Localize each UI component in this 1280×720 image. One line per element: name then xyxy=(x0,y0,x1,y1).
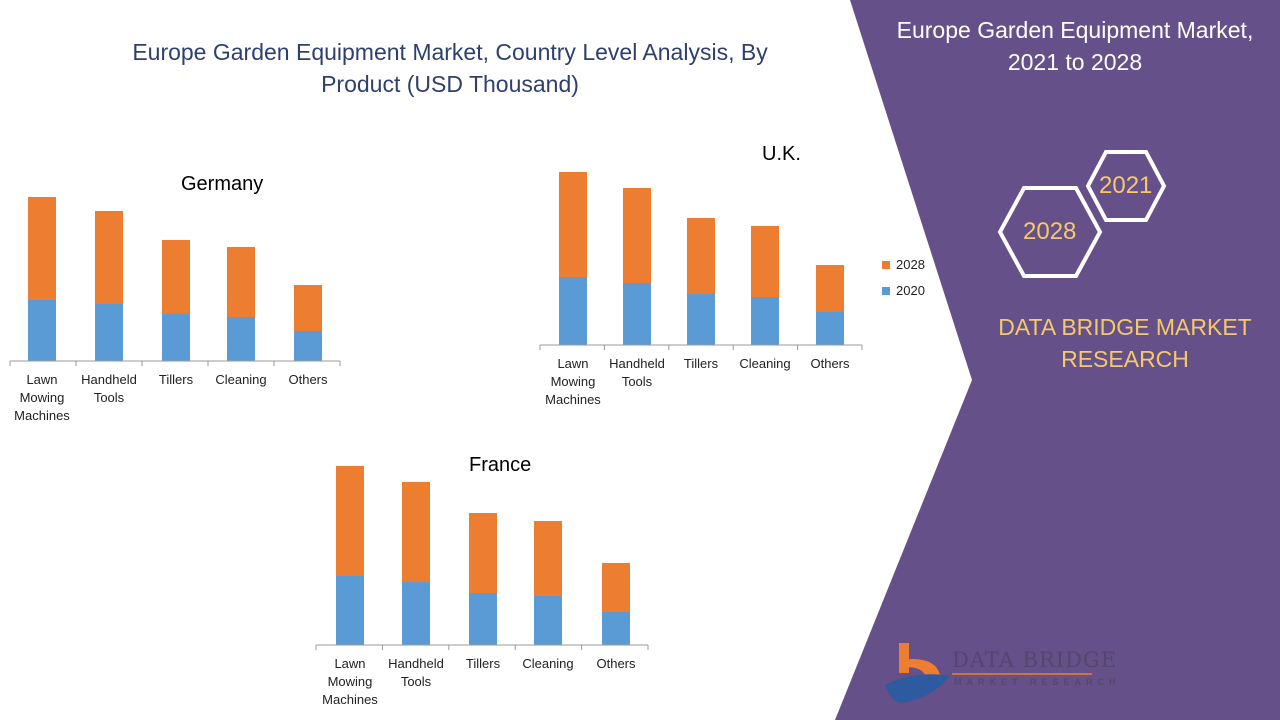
logo-text: DATA BRIDGE xyxy=(952,648,1118,672)
hex-year-2028: 2028 xyxy=(1023,218,1077,245)
bar-2028-tillers xyxy=(162,240,190,314)
legend-item-2020: 2020 xyxy=(882,283,925,298)
bar-2020-cleaning xyxy=(751,297,779,345)
legend-item-2028: 2028 xyxy=(882,257,925,272)
x-tick-label: Handheld Tools xyxy=(81,372,137,405)
legend-swatch-2020 xyxy=(882,286,890,295)
bar-2020-lawn-mowing-machines xyxy=(559,277,587,345)
legend-label: 2020 xyxy=(896,283,925,298)
bar-2028-handheld-tools xyxy=(95,211,123,304)
x-tick-label: Lawn Mowing Machines xyxy=(14,372,70,423)
bar-2020-handheld-tools xyxy=(402,582,430,645)
bar-2028-others xyxy=(602,563,630,612)
hexagon-2021 xyxy=(1085,150,1167,222)
x-tick-label: Handheld Tools xyxy=(388,656,444,689)
bar-2028-cleaning xyxy=(534,521,562,596)
chart-title-france: France xyxy=(469,454,532,476)
x-tick-label: Lawn Mowing Machines xyxy=(545,356,601,407)
side-panel-title: Europe Garden Equipment Market, 2021 to … xyxy=(896,17,1254,75)
x-tick-label: Tillers xyxy=(158,372,194,387)
legend-label: 2028 xyxy=(896,257,925,272)
bar-2020-tillers xyxy=(687,294,715,345)
bar-2020-lawn-mowing-machines xyxy=(336,576,364,645)
bar-2020-others xyxy=(602,612,630,645)
bar-2020-others xyxy=(816,312,844,345)
x-tick-label: Cleaning xyxy=(215,372,267,387)
brand-name: DATA BRIDGE MARKET RESEARCH xyxy=(998,314,1252,372)
x-tick-label: Others xyxy=(288,372,328,387)
chart-title-uk: U.K. xyxy=(762,143,801,165)
side-panel xyxy=(835,0,1280,720)
bar-2020-lawn-mowing-machines xyxy=(28,300,56,361)
bar-2020-cleaning xyxy=(227,317,255,361)
bar-2028-others xyxy=(816,265,844,312)
bar-2020-handheld-tools xyxy=(623,283,651,345)
legend-swatch-2028 xyxy=(882,260,890,269)
x-tick-label: Lawn Mowing Machines xyxy=(322,656,378,707)
x-tick-label: Others xyxy=(810,356,850,371)
x-tick-label: Handheld Tools xyxy=(609,356,665,389)
page-title: Europe Garden Equipment Market, Country … xyxy=(132,39,768,97)
bar-2028-lawn-mowing-machines xyxy=(559,172,587,277)
chart-title-germany: Germany xyxy=(181,173,264,195)
x-tick-label: Cleaning xyxy=(522,656,574,671)
x-tick-label: Tillers xyxy=(683,356,719,371)
x-tick-label: Cleaning xyxy=(739,356,791,371)
bar-2028-tillers xyxy=(687,218,715,294)
bar-2028-tillers xyxy=(469,513,497,593)
bar-2020-tillers xyxy=(162,314,190,361)
x-tick-label: Others xyxy=(596,656,636,671)
logo-icon xyxy=(885,643,950,703)
bar-2028-cleaning xyxy=(227,247,255,317)
bar-2020-cleaning xyxy=(534,596,562,645)
bar-2020-others xyxy=(294,331,322,361)
logo-subtext: MARKET RESEARCH xyxy=(954,677,1121,687)
bar-2028-handheld-tools xyxy=(623,188,651,283)
x-tick-label: Tillers xyxy=(465,656,501,671)
bar-2028-cleaning xyxy=(751,226,779,297)
bar-2020-handheld-tools xyxy=(95,304,123,361)
bar-2028-others xyxy=(294,285,322,331)
bar-2028-lawn-mowing-machines xyxy=(28,197,56,300)
bar-2028-handheld-tools xyxy=(402,482,430,582)
bar-2020-tillers xyxy=(469,593,497,645)
hexagon-2028 xyxy=(997,186,1103,278)
bar-2028-lawn-mowing-machines xyxy=(336,466,364,576)
hex-year-2021: 2021 xyxy=(1099,172,1153,199)
